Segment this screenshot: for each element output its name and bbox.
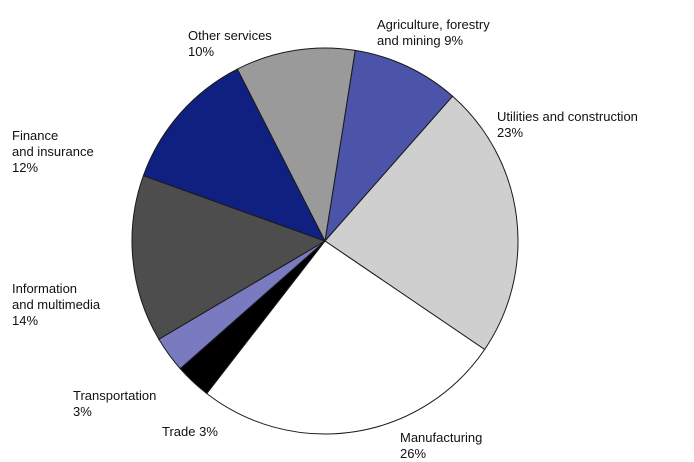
label-finance: Finance and insurance 12% [12,128,94,176]
label-information: Information and multimedia 14% [12,281,100,329]
label-finance-line3: 12% [12,160,39,175]
label-information-line2: and multimedia [12,297,101,312]
label-finance-line2: and insurance [12,144,94,159]
label-information-line1: Information [12,281,78,296]
pie-slice-finance-and-insurance [142,68,327,242]
label-agriculture-line2: and mining 9% [377,33,463,48]
label-trade: Trade 3% [162,424,218,440]
label-other-services-line2: 10% [188,44,215,59]
label-utilities: Utilities and construction 23% [497,109,638,141]
label-manufacturing: Manufacturing 26% [400,430,482,462]
label-manufacturing-line1: Manufacturing [400,430,483,445]
pie-slice-other-services [236,47,356,243]
label-manufacturing-line2: 26% [400,446,427,461]
label-transportation-line1: Transportation [73,388,157,403]
label-utilities-line2: 23% [497,125,524,140]
label-agriculture: Agriculture, forestry and mining 9% [377,17,490,49]
label-information-line3: 14% [12,313,39,328]
label-transportation: Transportation 3% [73,388,156,420]
label-other-services: Other services 10% [188,28,272,60]
label-other-services-line1: Other services [188,28,272,43]
label-finance-line1: Finance [12,128,59,143]
pie-slice-agriculture-forestry-and-mining [324,49,454,243]
label-utilities-line1: Utilities and construction [497,109,638,124]
pie-slice-manufacturing [206,240,486,435]
pie-slice-information-and-multimedia [131,174,327,340]
label-transportation-line2: 3% [73,404,92,419]
label-trade-line1: Trade 3% [162,424,218,439]
label-agriculture-line1: Agriculture, forestry [377,17,490,32]
pie-slice-utilities-and-construction [324,95,519,351]
